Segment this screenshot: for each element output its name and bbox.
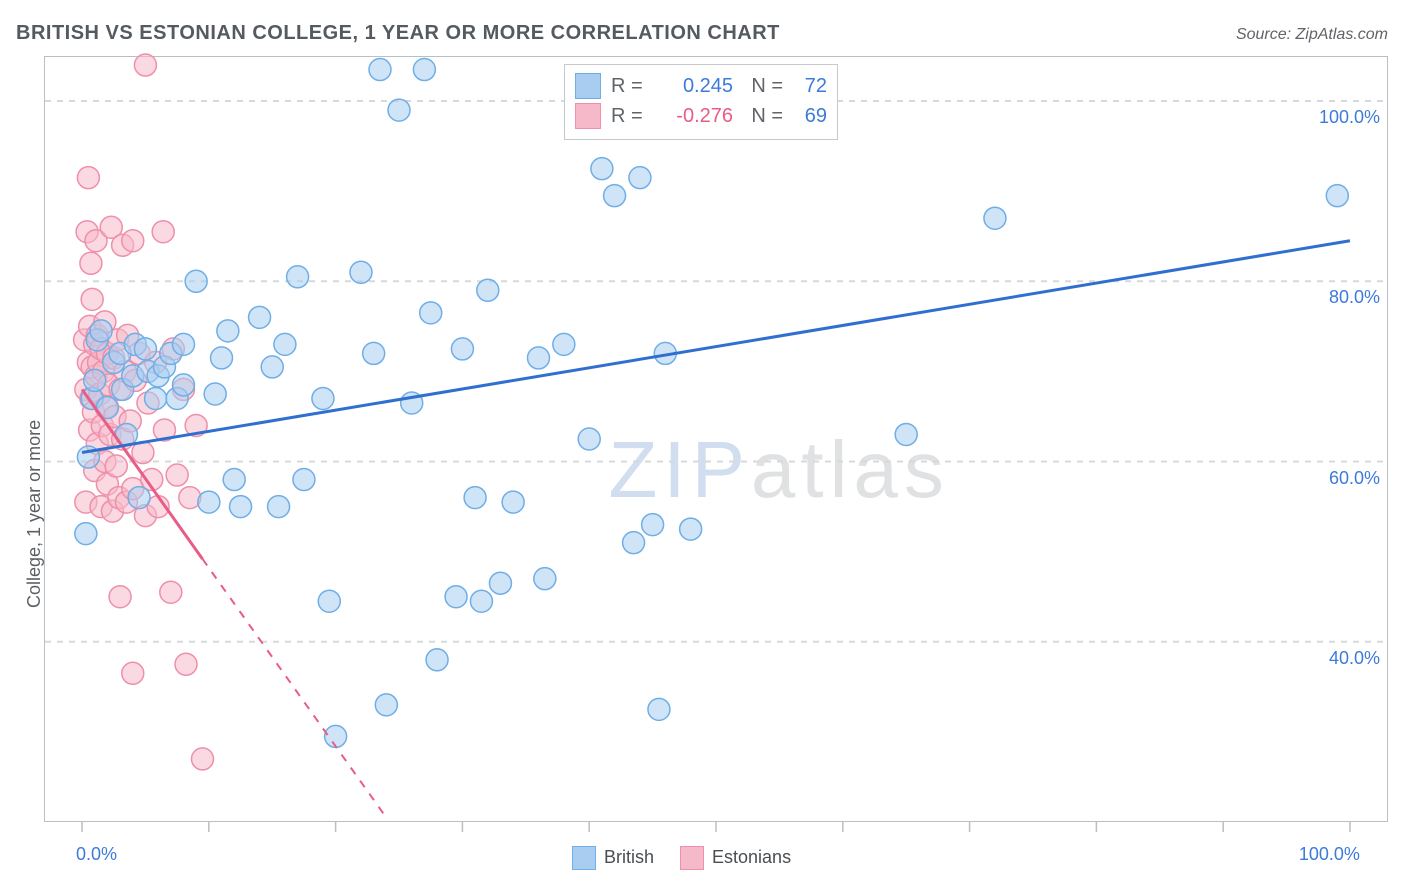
- british-point: [204, 383, 226, 405]
- british-point: [223, 469, 245, 491]
- british-point: [198, 491, 220, 513]
- legend-swatch: [575, 103, 601, 129]
- legend-n-label: N =: [743, 71, 783, 101]
- british-point: [578, 428, 600, 450]
- british-point: [274, 333, 296, 355]
- british-point: [363, 342, 385, 364]
- british-point: [591, 158, 613, 180]
- estonians-point: [105, 455, 127, 477]
- legend-r-value: -0.276: [657, 101, 733, 131]
- estonians-point: [175, 653, 197, 675]
- legend-r-label: R =: [611, 101, 647, 131]
- british-trendline: [82, 241, 1350, 453]
- estonians-point: [160, 581, 182, 603]
- legend-row: R = -0.276 N = 69: [575, 101, 827, 131]
- british-point: [75, 523, 97, 545]
- legend-label: British: [604, 847, 654, 867]
- british-point: [445, 586, 467, 608]
- legend-n-value: 72: [793, 71, 827, 101]
- british-point: [375, 694, 397, 716]
- legend-n-label: N =: [743, 101, 783, 131]
- british-point: [287, 266, 309, 288]
- british-point: [642, 514, 664, 536]
- legend-swatch: [680, 846, 704, 870]
- legend-r-value: 0.245: [657, 71, 733, 101]
- british-point: [426, 649, 448, 671]
- british-point: [145, 387, 167, 409]
- british-point: [489, 572, 511, 594]
- british-point: [623, 532, 645, 554]
- british-point: [477, 279, 499, 301]
- british-point: [984, 207, 1006, 229]
- legend-n-value: 69: [793, 101, 827, 131]
- british-point: [318, 590, 340, 612]
- y-tick-label: 100.0%: [1300, 107, 1380, 128]
- british-point: [502, 491, 524, 513]
- estonians-point: [109, 586, 131, 608]
- british-point: [451, 338, 473, 360]
- estonians-point: [191, 748, 213, 770]
- british-point: [90, 320, 112, 342]
- british-point: [350, 261, 372, 283]
- british-point: [680, 518, 702, 540]
- british-point: [527, 347, 549, 369]
- estonians-point: [122, 662, 144, 684]
- estonians-point: [80, 252, 102, 274]
- estonians-point: [81, 288, 103, 310]
- estonians-point: [179, 487, 201, 509]
- british-point: [325, 725, 347, 747]
- series-legend: British Estonians: [572, 846, 791, 870]
- british-point: [648, 698, 670, 720]
- legend-item: Estonians: [680, 846, 791, 870]
- british-point: [172, 333, 194, 355]
- estonians-point: [77, 167, 99, 189]
- y-tick-label: 80.0%: [1300, 287, 1380, 308]
- british-point: [312, 387, 334, 409]
- british-point: [534, 568, 556, 590]
- british-point: [629, 167, 651, 189]
- british-point: [470, 590, 492, 612]
- british-point: [134, 338, 156, 360]
- british-point: [413, 59, 435, 81]
- british-point: [553, 333, 575, 355]
- x-tick-label: 100.0%: [1280, 844, 1360, 865]
- british-point: [268, 496, 290, 518]
- estonians-point: [122, 230, 144, 252]
- british-point: [249, 306, 271, 328]
- x-tick-label: 0.0%: [76, 844, 117, 865]
- estonians-point: [134, 54, 156, 76]
- y-tick-label: 40.0%: [1300, 648, 1380, 669]
- british-point: [293, 469, 315, 491]
- british-point: [464, 487, 486, 509]
- legend-row: R = 0.245 N = 72: [575, 71, 827, 101]
- british-point: [604, 185, 626, 207]
- british-point: [261, 356, 283, 378]
- british-point: [369, 59, 391, 81]
- legend-r-label: R =: [611, 71, 647, 101]
- british-point: [185, 270, 207, 292]
- legend-label: Estonians: [712, 847, 791, 867]
- estonians-point: [152, 221, 174, 243]
- british-point: [217, 320, 239, 342]
- british-point: [84, 369, 106, 391]
- british-point: [388, 99, 410, 121]
- british-point: [420, 302, 442, 324]
- estonians-trendline-dashed: [202, 559, 386, 818]
- correlation-legend: R = 0.245 N = 72 R = -0.276 N = 69: [564, 64, 838, 140]
- british-point: [172, 374, 194, 396]
- estonians-point: [166, 464, 188, 486]
- legend-swatch: [575, 73, 601, 99]
- british-point: [211, 347, 233, 369]
- british-point: [230, 496, 252, 518]
- y-tick-label: 60.0%: [1300, 468, 1380, 489]
- british-point: [128, 487, 150, 509]
- legend-item: British: [572, 846, 654, 870]
- british-point: [895, 423, 917, 445]
- legend-swatch: [572, 846, 596, 870]
- british-point: [1326, 185, 1348, 207]
